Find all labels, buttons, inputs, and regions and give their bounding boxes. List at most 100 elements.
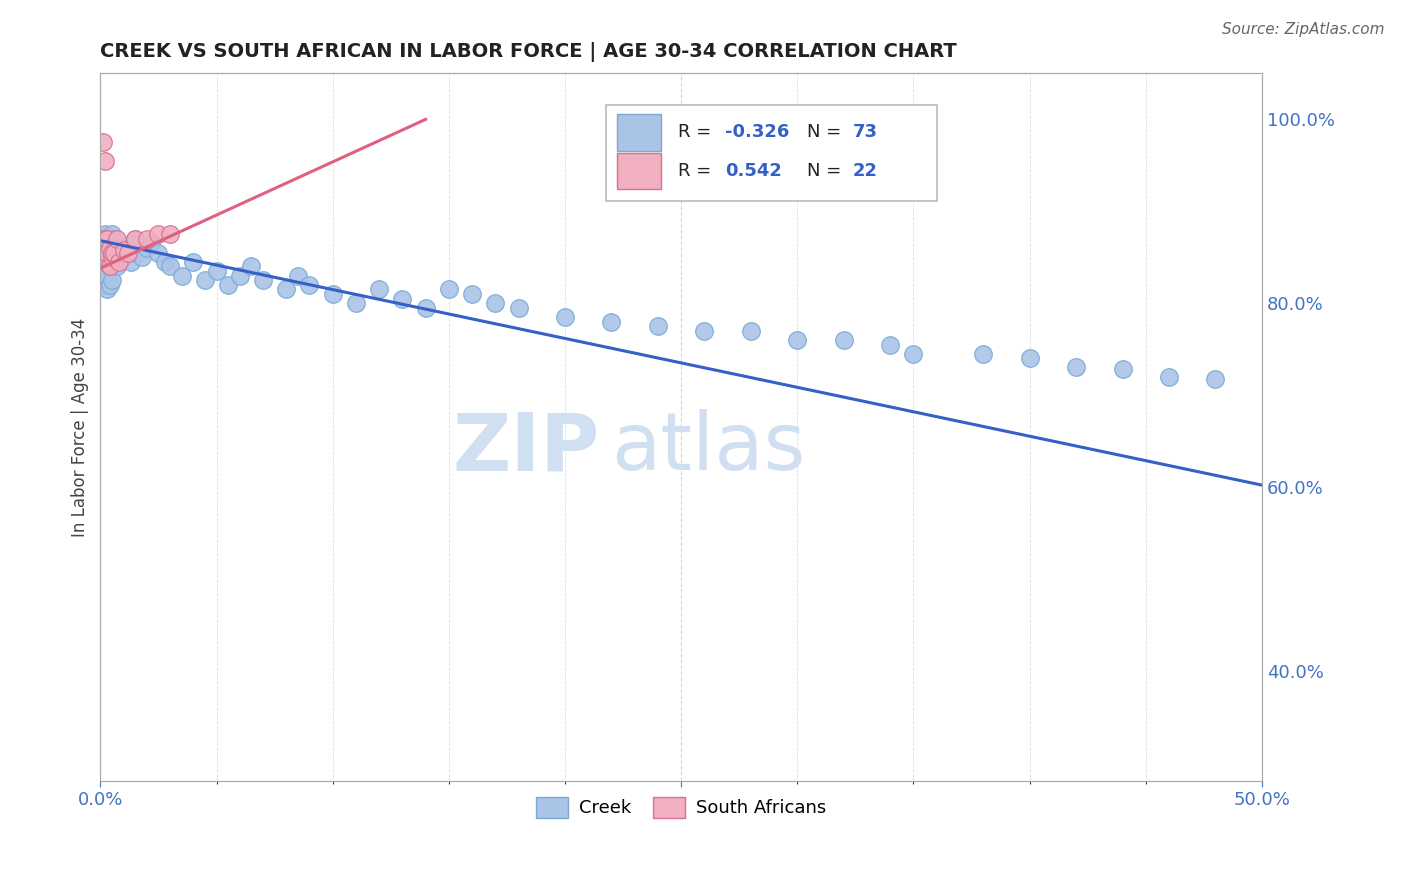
Point — [124, 232, 146, 246]
Point — [1018, 351, 1040, 366]
Legend: Creek, South Africans: Creek, South Africans — [529, 789, 834, 825]
Point — [96, 245, 118, 260]
Point — [170, 268, 193, 283]
Point — [98, 245, 121, 260]
Text: atlas: atlas — [612, 409, 806, 487]
Point — [112, 243, 135, 257]
Point — [103, 245, 125, 260]
Point — [108, 245, 131, 260]
Point — [740, 324, 762, 338]
Point — [322, 287, 344, 301]
Point — [91, 277, 114, 292]
Point — [368, 282, 391, 296]
Point — [879, 337, 901, 351]
Point — [101, 241, 124, 255]
Point — [181, 255, 204, 269]
Point — [98, 232, 121, 246]
Point — [1157, 369, 1180, 384]
Text: ZIP: ZIP — [453, 409, 600, 487]
Point — [101, 273, 124, 287]
Point — [94, 227, 117, 242]
Point — [508, 301, 530, 315]
Point — [91, 241, 114, 255]
Point — [127, 245, 149, 260]
Point — [229, 268, 252, 283]
Point — [98, 277, 121, 292]
Point — [101, 227, 124, 242]
Point — [96, 255, 118, 269]
Point — [94, 153, 117, 168]
Point — [108, 255, 131, 269]
Point — [94, 260, 117, 274]
Point — [91, 136, 114, 150]
Point — [252, 273, 274, 287]
FancyBboxPatch shape — [617, 153, 661, 189]
Y-axis label: In Labor Force | Age 30-34: In Labor Force | Age 30-34 — [72, 318, 89, 537]
Point — [91, 241, 114, 255]
Point — [141, 236, 163, 251]
Point — [786, 333, 808, 347]
Point — [693, 324, 716, 338]
Point — [1064, 360, 1087, 375]
Point — [903, 347, 925, 361]
Point — [287, 268, 309, 283]
Point — [105, 260, 128, 274]
Text: 73: 73 — [853, 123, 877, 141]
Point — [484, 296, 506, 310]
Point — [298, 277, 321, 292]
Point — [96, 268, 118, 283]
Point — [832, 333, 855, 347]
Point — [148, 245, 170, 260]
Point — [91, 260, 114, 274]
Text: -0.326: -0.326 — [725, 123, 790, 141]
Point — [101, 255, 124, 269]
Point — [103, 232, 125, 246]
Point — [600, 314, 623, 328]
Point — [344, 296, 367, 310]
Point — [437, 282, 460, 296]
Point — [101, 245, 124, 260]
Point — [391, 292, 413, 306]
Point — [205, 264, 228, 278]
Point — [105, 232, 128, 246]
Point — [131, 250, 153, 264]
Text: N =: N = — [807, 162, 846, 180]
Point — [461, 287, 484, 301]
Point — [135, 241, 157, 255]
Point — [120, 255, 142, 269]
Text: 0.542: 0.542 — [725, 162, 782, 180]
Point — [1204, 371, 1226, 385]
Point — [276, 282, 298, 296]
Point — [98, 241, 121, 255]
Point — [415, 301, 437, 315]
Text: 22: 22 — [853, 162, 877, 180]
Point — [98, 260, 121, 274]
Point — [101, 250, 124, 264]
Point — [240, 260, 263, 274]
Point — [135, 232, 157, 246]
Point — [105, 236, 128, 251]
Text: N =: N = — [807, 123, 846, 141]
Point — [155, 255, 177, 269]
Point — [194, 273, 217, 287]
Point — [148, 227, 170, 242]
Point — [647, 319, 669, 334]
Point — [98, 260, 121, 274]
FancyBboxPatch shape — [617, 114, 661, 151]
Point — [94, 232, 117, 246]
Point — [117, 245, 139, 260]
Point — [103, 255, 125, 269]
Point — [1111, 362, 1133, 376]
Point — [94, 277, 117, 292]
Point — [159, 260, 181, 274]
Point — [96, 232, 118, 246]
Point — [91, 232, 114, 246]
Point — [112, 239, 135, 253]
Point — [115, 248, 138, 262]
Point — [124, 232, 146, 246]
Text: CREEK VS SOUTH AFRICAN IN LABOR FORCE | AGE 30-34 CORRELATION CHART: CREEK VS SOUTH AFRICAN IN LABOR FORCE | … — [100, 42, 957, 62]
Point — [159, 227, 181, 242]
Text: R =: R = — [678, 123, 717, 141]
Point — [972, 347, 994, 361]
Point — [217, 277, 239, 292]
